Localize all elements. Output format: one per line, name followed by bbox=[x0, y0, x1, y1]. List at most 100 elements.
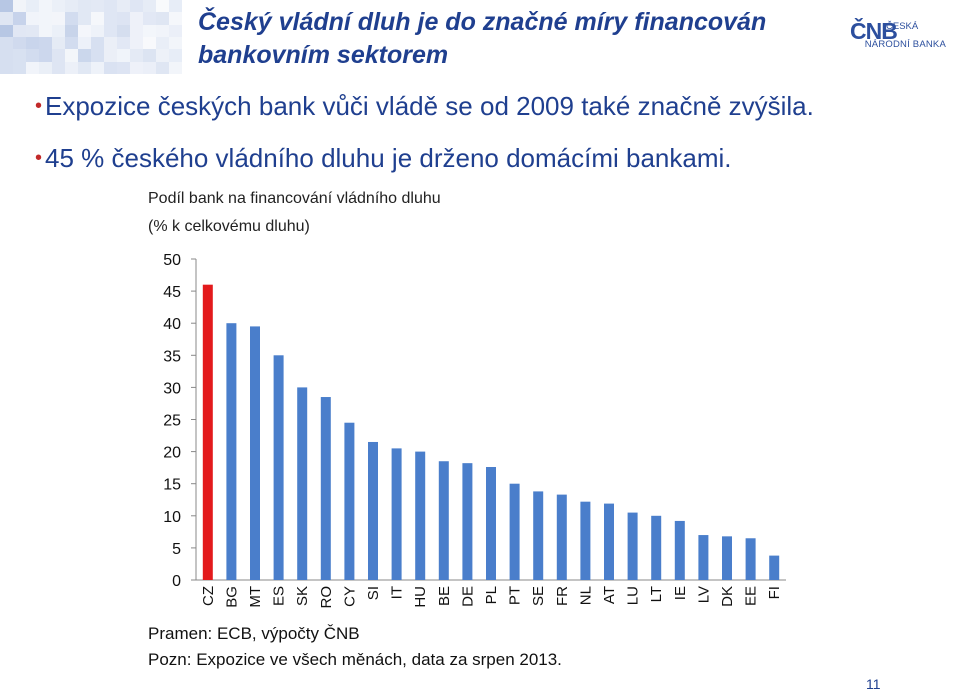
mosaic-tile bbox=[26, 61, 39, 74]
x-tick-label: DK bbox=[719, 586, 736, 607]
mosaic-tile bbox=[78, 61, 91, 74]
mosaic-tile bbox=[104, 49, 117, 62]
bullet-item: • 45 % českého vládního dluhu je drženo … bbox=[35, 142, 732, 174]
mosaic-tile bbox=[117, 0, 130, 13]
footnote: Pozn: Expozice ve všech měnách, data za … bbox=[148, 650, 562, 669]
mosaic-tile bbox=[130, 61, 143, 74]
bar bbox=[698, 535, 709, 580]
mosaic-tile bbox=[169, 49, 182, 62]
bar bbox=[580, 501, 591, 580]
source-note: Pramen: ECB, výpočty ČNB bbox=[148, 624, 360, 643]
mosaic-tile bbox=[65, 36, 78, 50]
mosaic-tile bbox=[156, 61, 169, 74]
bar bbox=[344, 422, 355, 580]
y-tick-label: 25 bbox=[163, 413, 181, 430]
mosaic-tile bbox=[26, 24, 39, 37]
y-tick-label: 40 bbox=[163, 316, 181, 333]
mosaic-tile bbox=[52, 49, 65, 62]
bullet-text: Expozice českých bank vůči vládě se od 2… bbox=[45, 91, 814, 121]
mosaic-tile bbox=[143, 61, 156, 74]
bar bbox=[486, 467, 496, 580]
y-tick-label: 30 bbox=[163, 380, 181, 397]
mosaic-tile bbox=[104, 36, 117, 50]
x-tick-label: FR bbox=[554, 586, 571, 606]
mosaic-tile bbox=[91, 12, 104, 25]
mosaic-tile bbox=[130, 24, 143, 37]
bar bbox=[273, 355, 284, 580]
mosaic-tile bbox=[130, 12, 143, 25]
mosaic-tile bbox=[13, 24, 26, 37]
mosaic-tile bbox=[26, 12, 39, 25]
mosaic-tile bbox=[26, 36, 39, 50]
bar bbox=[604, 503, 614, 580]
bar bbox=[226, 323, 237, 580]
bar bbox=[462, 463, 473, 580]
x-tick-label: LT bbox=[648, 586, 665, 602]
mosaic-tile bbox=[91, 61, 104, 74]
mosaic-tile bbox=[52, 12, 65, 25]
x-tick-label: MT bbox=[247, 586, 264, 608]
x-tick-label: LV bbox=[695, 586, 712, 603]
mosaic-tile bbox=[169, 0, 182, 13]
mosaic-tile bbox=[65, 61, 78, 74]
mosaic-tile bbox=[91, 36, 104, 50]
x-tick-label: SE bbox=[530, 586, 547, 606]
bar bbox=[627, 512, 638, 580]
x-tick-label: BG bbox=[223, 586, 240, 608]
y-tick-label: 5 bbox=[172, 541, 181, 558]
mosaic-tile bbox=[52, 36, 65, 50]
mosaic-tile bbox=[13, 0, 26, 13]
mosaic-tile bbox=[156, 49, 169, 62]
x-tick-label: PT bbox=[507, 586, 524, 605]
bullet-dot-icon: • bbox=[35, 95, 43, 117]
bar bbox=[368, 441, 378, 580]
mosaic-tile bbox=[143, 12, 156, 25]
x-tick-label: DE bbox=[459, 586, 476, 607]
bar bbox=[320, 397, 331, 580]
x-tick-label: NL bbox=[577, 586, 594, 605]
bullet-dot-icon: • bbox=[35, 147, 43, 169]
y-tick-label: 20 bbox=[163, 445, 181, 462]
mosaic-tile bbox=[117, 12, 130, 25]
bar bbox=[651, 515, 662, 580]
x-tick-label: BE bbox=[436, 586, 453, 606]
mosaic-tile bbox=[91, 49, 104, 62]
title-line-2: bankovním sektorem bbox=[198, 41, 449, 69]
page-number: 11 bbox=[866, 676, 881, 692]
mosaic-tile bbox=[0, 24, 13, 37]
mosaic-tile bbox=[104, 12, 117, 25]
bar bbox=[769, 555, 780, 580]
mosaic-tile bbox=[91, 0, 104, 13]
mosaic-tile bbox=[130, 49, 143, 62]
chart-title: Podíl bank na financování vládního dluhu bbox=[148, 190, 441, 207]
bar bbox=[674, 520, 685, 580]
mosaic-tile bbox=[0, 0, 13, 13]
mosaic-tile bbox=[39, 49, 52, 62]
bullet-text: 45 % českého vládního dluhu je drženo do… bbox=[45, 143, 732, 173]
x-tick-label: RO bbox=[318, 586, 335, 609]
mosaic-tile bbox=[169, 24, 182, 37]
mosaic-tile bbox=[169, 36, 182, 50]
mosaic-tile bbox=[117, 49, 130, 62]
bar bbox=[391, 448, 402, 580]
mosaic-tile bbox=[52, 0, 65, 13]
x-tick-label: FI bbox=[766, 586, 783, 599]
mosaic-tile bbox=[130, 0, 143, 13]
x-tick-label: IT bbox=[389, 586, 406, 599]
mosaic-tile bbox=[52, 61, 65, 74]
mosaic-tile bbox=[169, 12, 182, 25]
logo-text-1: ČESKÁ bbox=[886, 21, 919, 32]
mosaic-tile bbox=[91, 24, 104, 37]
mosaic-tile bbox=[65, 49, 78, 62]
mosaic-tile bbox=[13, 61, 26, 74]
mosaic-tile bbox=[104, 61, 117, 74]
mosaic-tile bbox=[39, 36, 52, 50]
logo-text-2: NÁRODNÍ BANKA bbox=[864, 39, 946, 50]
mosaic-tile bbox=[39, 12, 52, 25]
mosaic-tile bbox=[78, 0, 91, 13]
logo-mark: ČNB bbox=[850, 18, 898, 44]
bar bbox=[415, 451, 426, 580]
y-tick-label: 10 bbox=[163, 509, 181, 526]
x-tick-label: AT bbox=[601, 586, 618, 604]
